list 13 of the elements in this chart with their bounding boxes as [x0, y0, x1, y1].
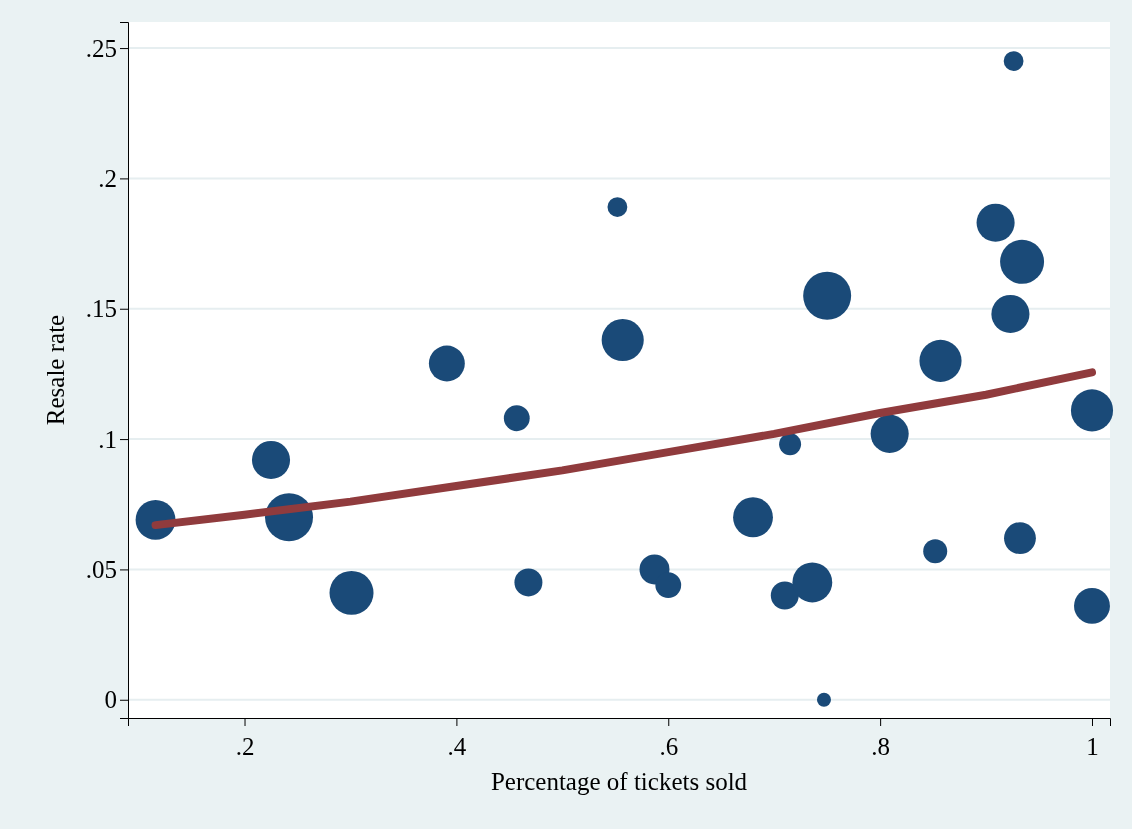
y-tick-label: 0 — [104, 686, 117, 714]
y-tick-label: .2 — [98, 164, 117, 192]
x-tick-label: .6 — [659, 733, 679, 761]
x-axis-title: Percentage of tickets sold — [490, 768, 748, 795]
y-tick-label: .15 — [85, 295, 117, 323]
x-tick-label: 1 — [1086, 733, 1099, 761]
x-tick-label: .8 — [871, 733, 890, 761]
x-tick-label: .2 — [235, 733, 255, 761]
y-tick-label: .05 — [85, 555, 117, 583]
x-tick-label: .4 — [447, 733, 467, 761]
y-tick-label: .1 — [98, 425, 117, 453]
y-tick-label: .25 — [85, 34, 117, 62]
y-axis-title: Resale rate — [42, 314, 69, 426]
